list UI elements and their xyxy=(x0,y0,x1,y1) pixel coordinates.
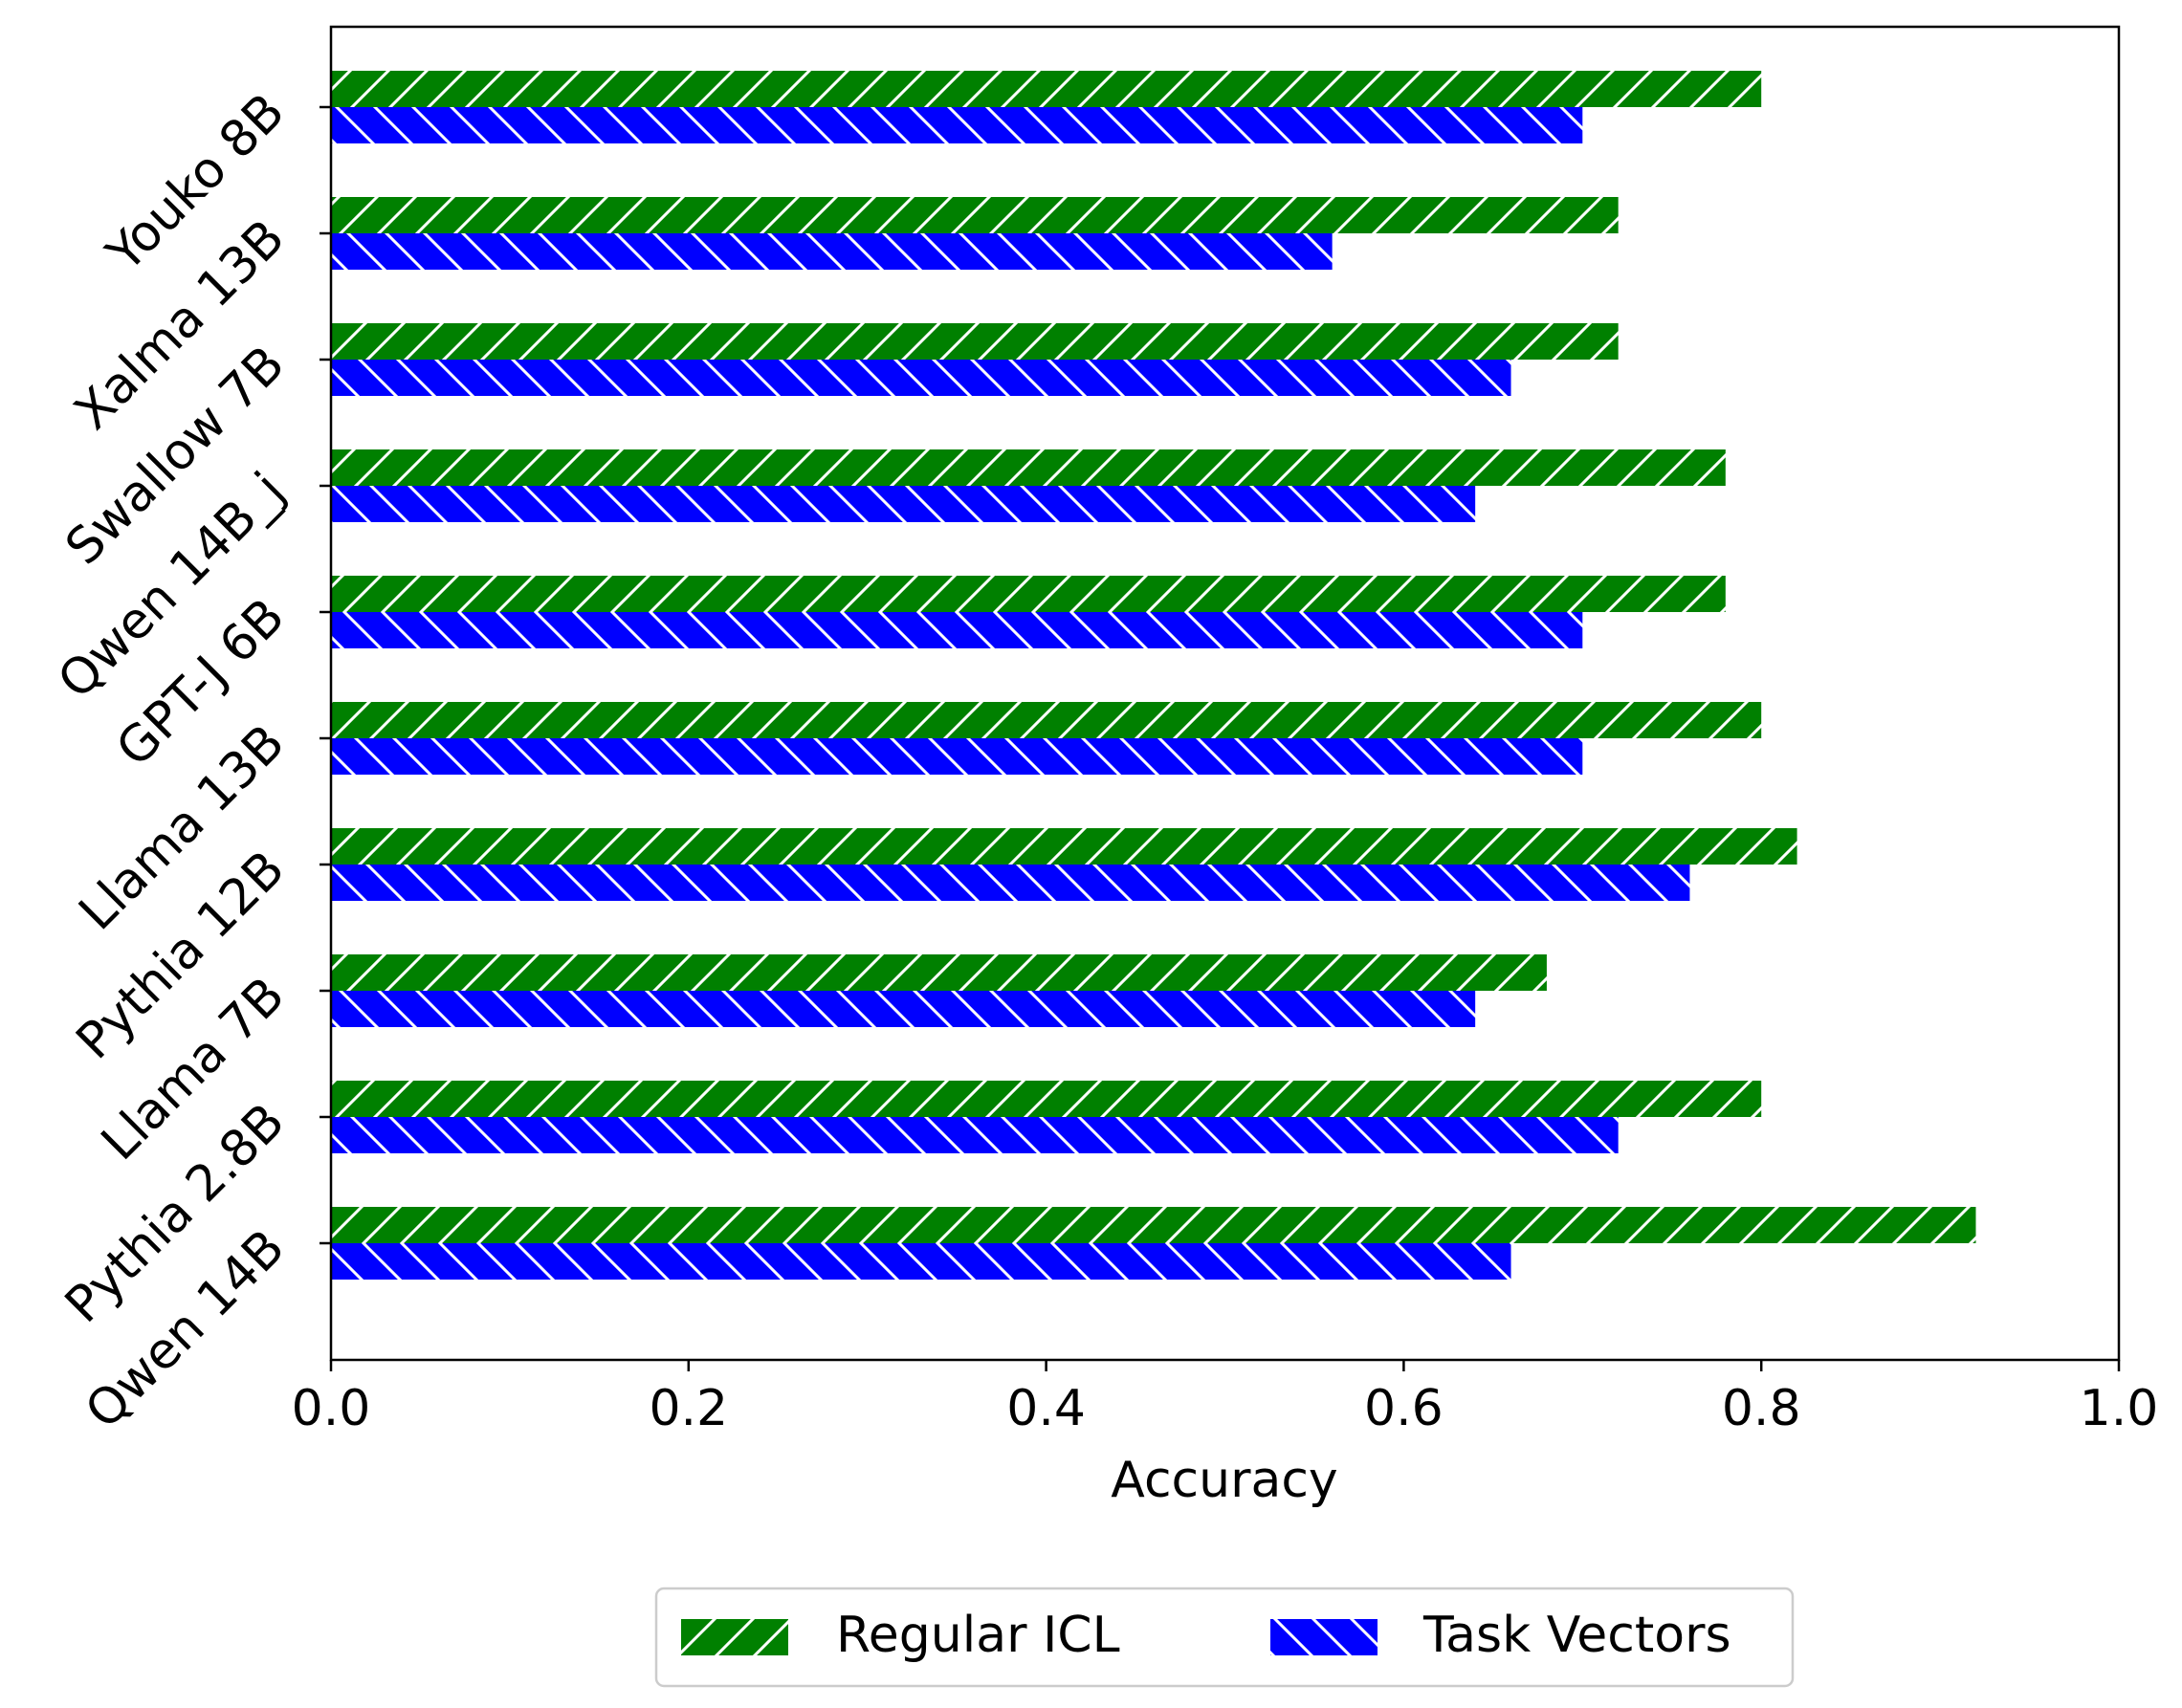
bar-task-vectors-qwen-14b-j xyxy=(331,486,1476,522)
bar-task-vectors-qwen-14b xyxy=(331,1243,1511,1280)
bar-task-vectors-gpt-j-6b xyxy=(331,612,1583,648)
x-tick-label-2: 0.4 xyxy=(1006,1380,1086,1437)
bar-task-vectors-llama-13b xyxy=(331,738,1583,775)
bar-regular-icl-pythia-2-8b xyxy=(331,1081,1762,1117)
bar-task-vectors-xalma-13b xyxy=(331,233,1333,270)
x-tick-label-5: 1.0 xyxy=(2080,1380,2159,1437)
bar-task-vectors-swallow-7b xyxy=(331,360,1511,396)
plot-frame xyxy=(329,25,2121,1362)
legend-label-task-vectors: Task Vectors xyxy=(1422,1607,1731,1664)
bar-regular-icl-swallow-7b xyxy=(331,323,1619,360)
bar-task-vectors-llama-7b xyxy=(331,991,1476,1027)
x-tick-label-1: 0.2 xyxy=(649,1380,728,1437)
legend: Regular ICL Task Vectors xyxy=(654,1587,1795,1688)
legend-swatch-task-vectors xyxy=(1270,1619,1378,1655)
x-tick-label-4: 0.8 xyxy=(1722,1380,1801,1437)
x-axis-label: Accuracy xyxy=(1111,1452,1337,1509)
x-tick-label-0: 0.0 xyxy=(292,1380,371,1437)
bar-regular-icl-pythia-12b xyxy=(331,828,1797,865)
bar-regular-icl-qwen-14b-j xyxy=(331,449,1726,486)
bar-task-vectors-youko-8b xyxy=(331,107,1583,143)
y-tick-label-swallow-7b: Swallow 7B xyxy=(55,336,297,577)
bars-layer xyxy=(331,71,1976,1280)
legend-frame xyxy=(654,1587,1795,1688)
bar-regular-icl-llama-7b xyxy=(331,954,1547,991)
bar-task-vectors-pythia-12b xyxy=(331,865,1690,901)
x-tick-label-3: 0.6 xyxy=(1364,1380,1444,1437)
bar-regular-icl-xalma-13b xyxy=(331,197,1619,233)
bar-regular-icl-gpt-j-6b xyxy=(331,576,1726,612)
legend-swatch-regular-icl xyxy=(681,1619,788,1655)
bar-task-vectors-pythia-2-8b xyxy=(331,1117,1619,1153)
bar-regular-icl-llama-13b xyxy=(331,702,1762,738)
bar-regular-icl-youko-8b xyxy=(331,71,1762,107)
legend-label-regular-icl: Regular ICL xyxy=(836,1607,1120,1664)
bar-regular-icl-qwen-14b xyxy=(331,1207,1976,1243)
